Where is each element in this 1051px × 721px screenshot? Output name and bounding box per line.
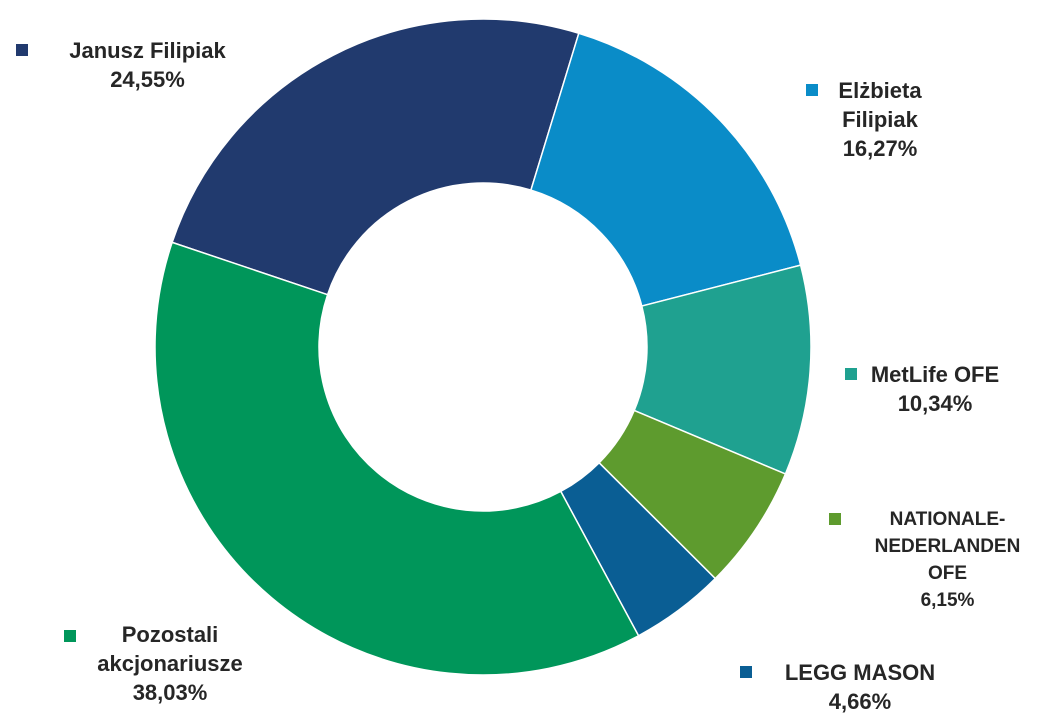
category-name: Janusz Filipiak	[69, 38, 226, 63]
slice-label: Elżbieta Filipiak 16,27%	[800, 76, 960, 163]
legend-marker	[829, 513, 841, 525]
legend-marker	[806, 84, 818, 96]
legend-marker	[740, 666, 752, 678]
value-label: 10,34%	[897, 391, 973, 416]
value-label: 4,66%	[828, 689, 892, 714]
value-label: 24,55%	[110, 67, 185, 92]
legend-marker	[64, 630, 76, 642]
slice-label: Pozostali akcjonariusze 38,03%	[70, 620, 270, 707]
donut-slice	[171, 18, 580, 296]
category-name: LEGG MASON	[784, 660, 936, 685]
donut-slice	[633, 264, 812, 475]
category-name: MetLife OFE	[870, 362, 1000, 387]
donut-slice	[154, 241, 640, 676]
category-name: Elżbieta Filipiak	[838, 78, 922, 132]
legend-marker	[16, 44, 28, 56]
slice-label: LEGG MASON 4,66%	[760, 658, 960, 716]
slice-label: Janusz Filipiak 24,55%	[35, 36, 260, 94]
category-name: Pozostali akcjonariusze	[97, 622, 243, 676]
slice-label: NATIONALE-NEDERLANDEN OFE 6,15%	[860, 506, 1035, 614]
slice-label: MetLife OFE 10,34%	[855, 360, 1015, 418]
value-label: 38,03%	[132, 680, 208, 705]
value-label: 6,15%	[920, 590, 975, 611]
legend-marker	[845, 368, 857, 380]
donut-slice	[529, 32, 802, 307]
category-name: NATIONALE-NEDERLANDEN OFE	[874, 509, 1021, 584]
value-label: 16,27%	[842, 136, 918, 161]
